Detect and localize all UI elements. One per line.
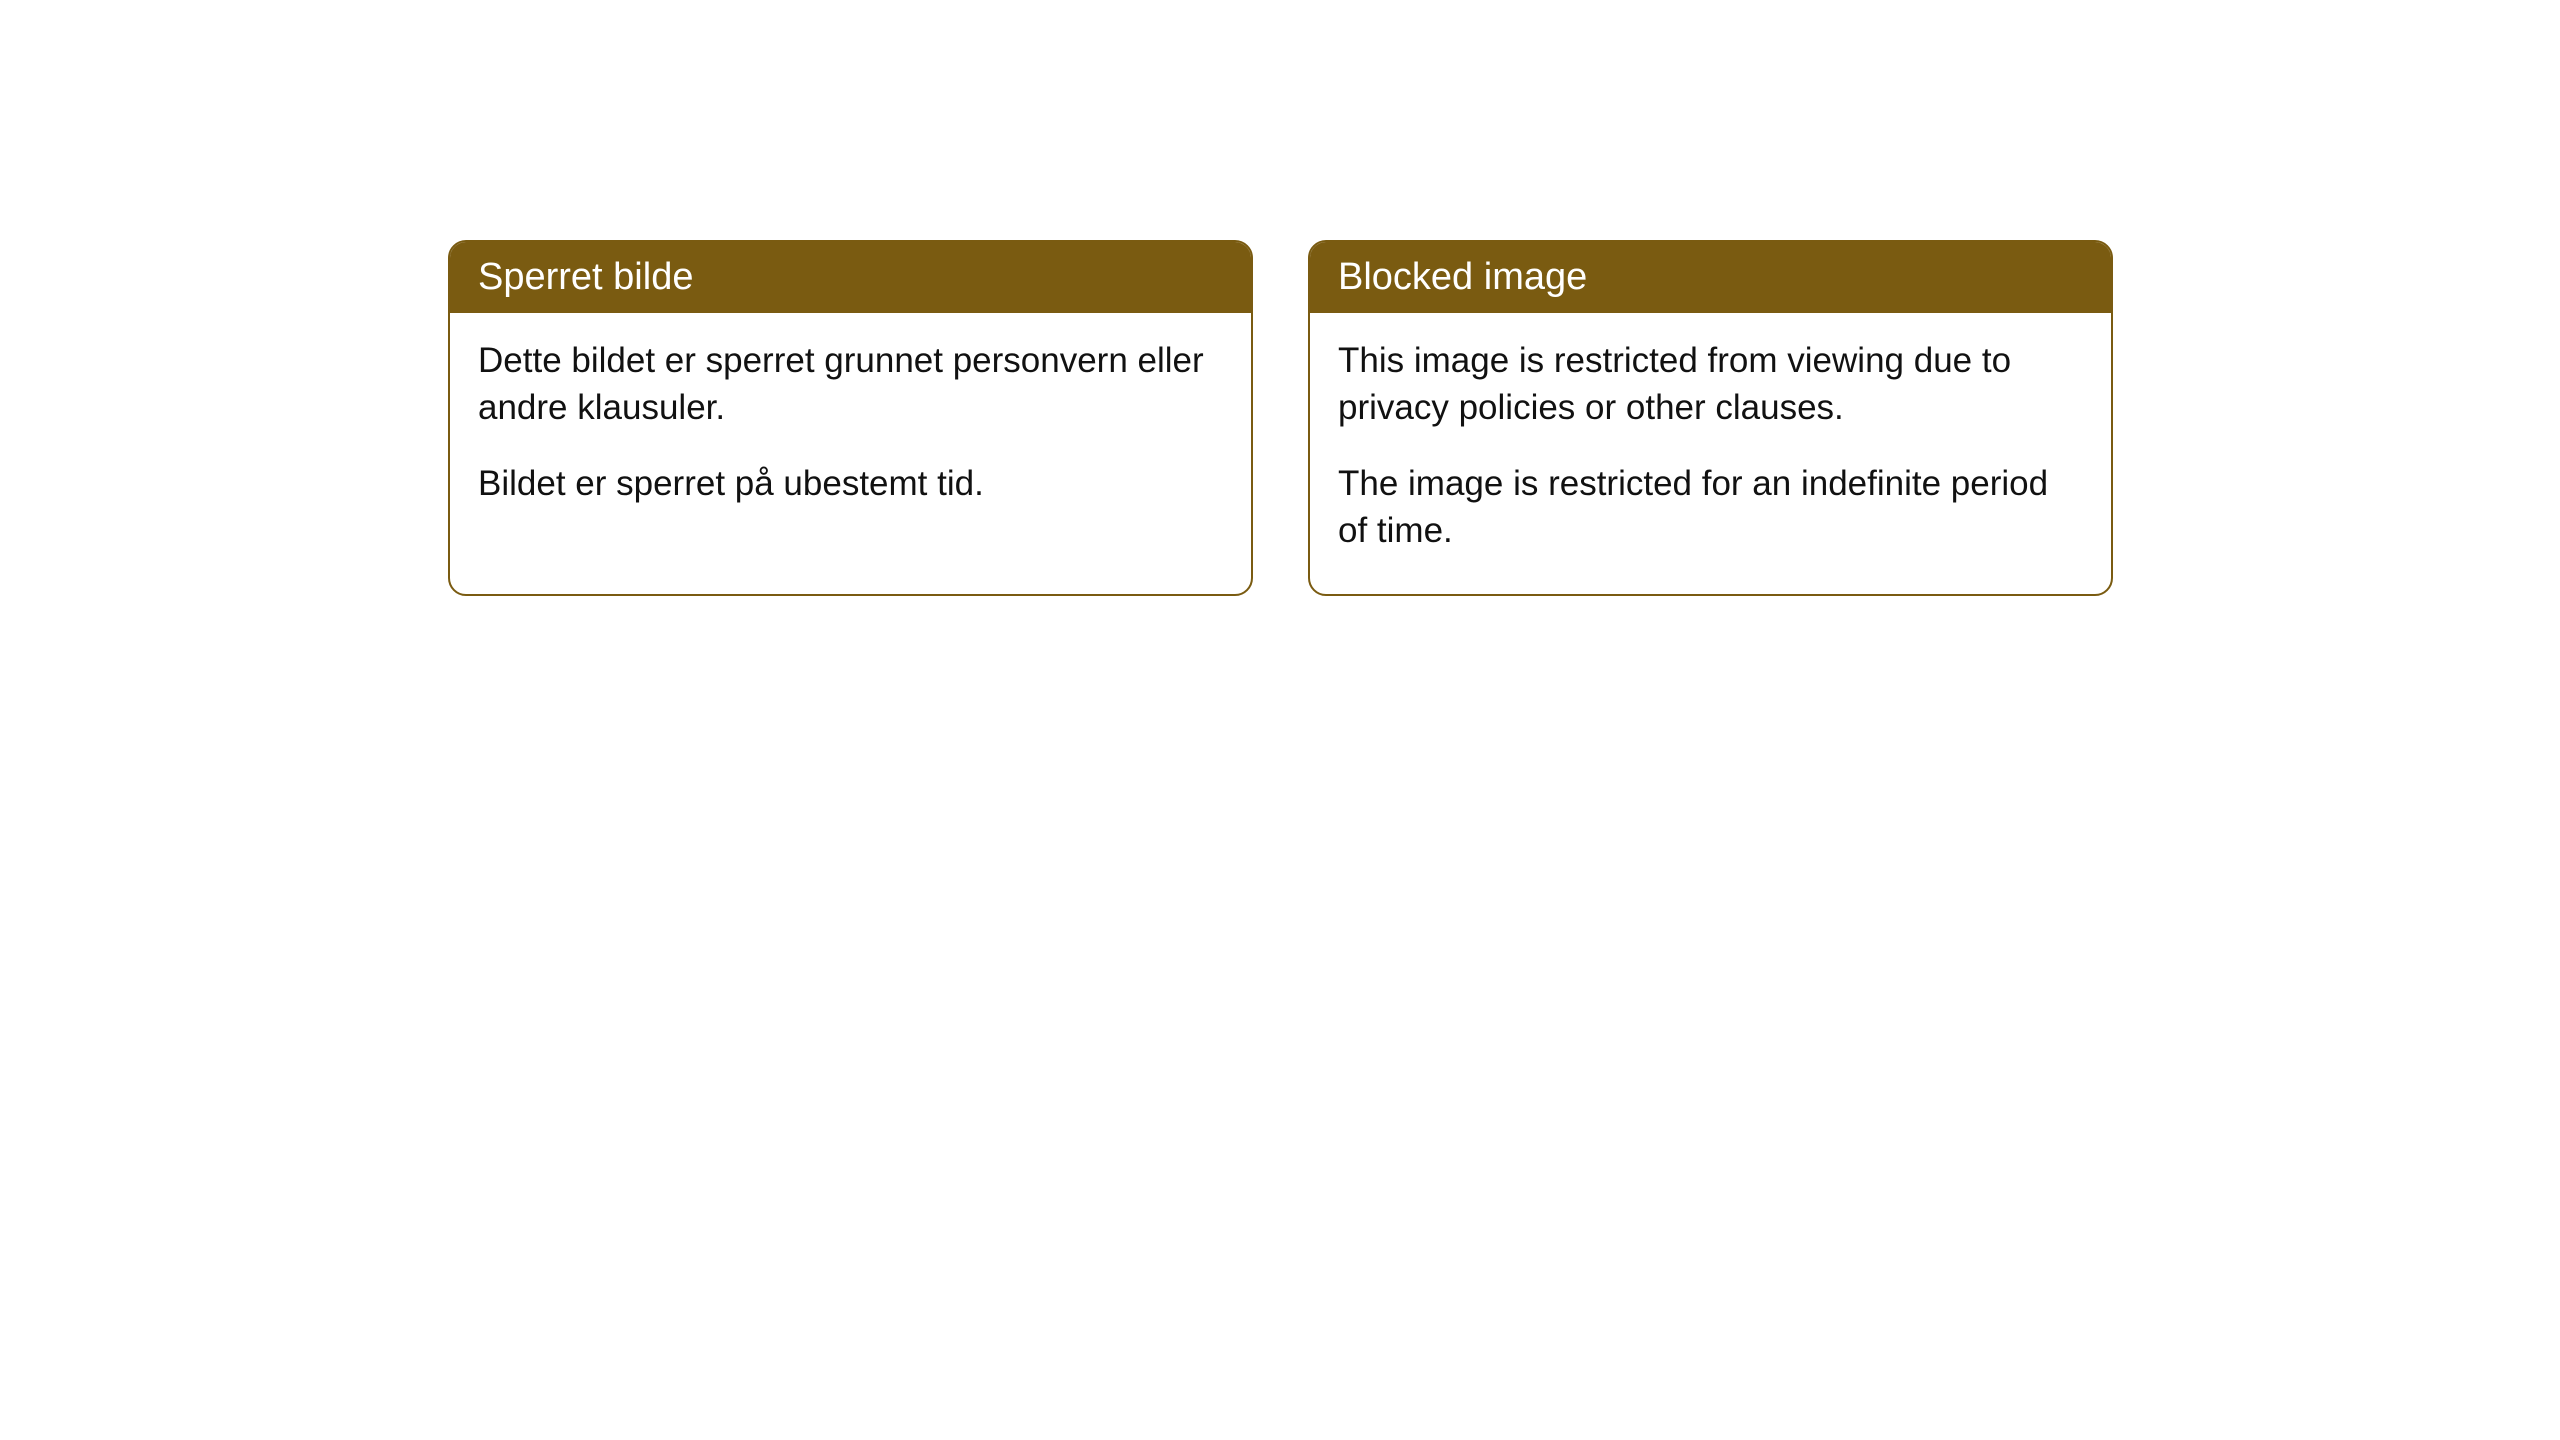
card-text-norwegian-1: Dette bildet er sperret grunnet personve…	[478, 337, 1223, 432]
card-header-norwegian: Sperret bilde	[450, 242, 1251, 313]
card-english: Blocked image This image is restricted f…	[1308, 240, 2113, 596]
card-text-english-2: The image is restricted for an indefinit…	[1338, 460, 2083, 555]
card-text-english-1: This image is restricted from viewing du…	[1338, 337, 2083, 432]
cards-container: Sperret bilde Dette bildet er sperret gr…	[448, 240, 2113, 596]
card-body-norwegian: Dette bildet er sperret grunnet personve…	[450, 313, 1251, 547]
card-text-norwegian-2: Bildet er sperret på ubestemt tid.	[478, 460, 1223, 507]
card-header-english: Blocked image	[1310, 242, 2111, 313]
card-norwegian: Sperret bilde Dette bildet er sperret gr…	[448, 240, 1253, 596]
card-body-english: This image is restricted from viewing du…	[1310, 313, 2111, 594]
